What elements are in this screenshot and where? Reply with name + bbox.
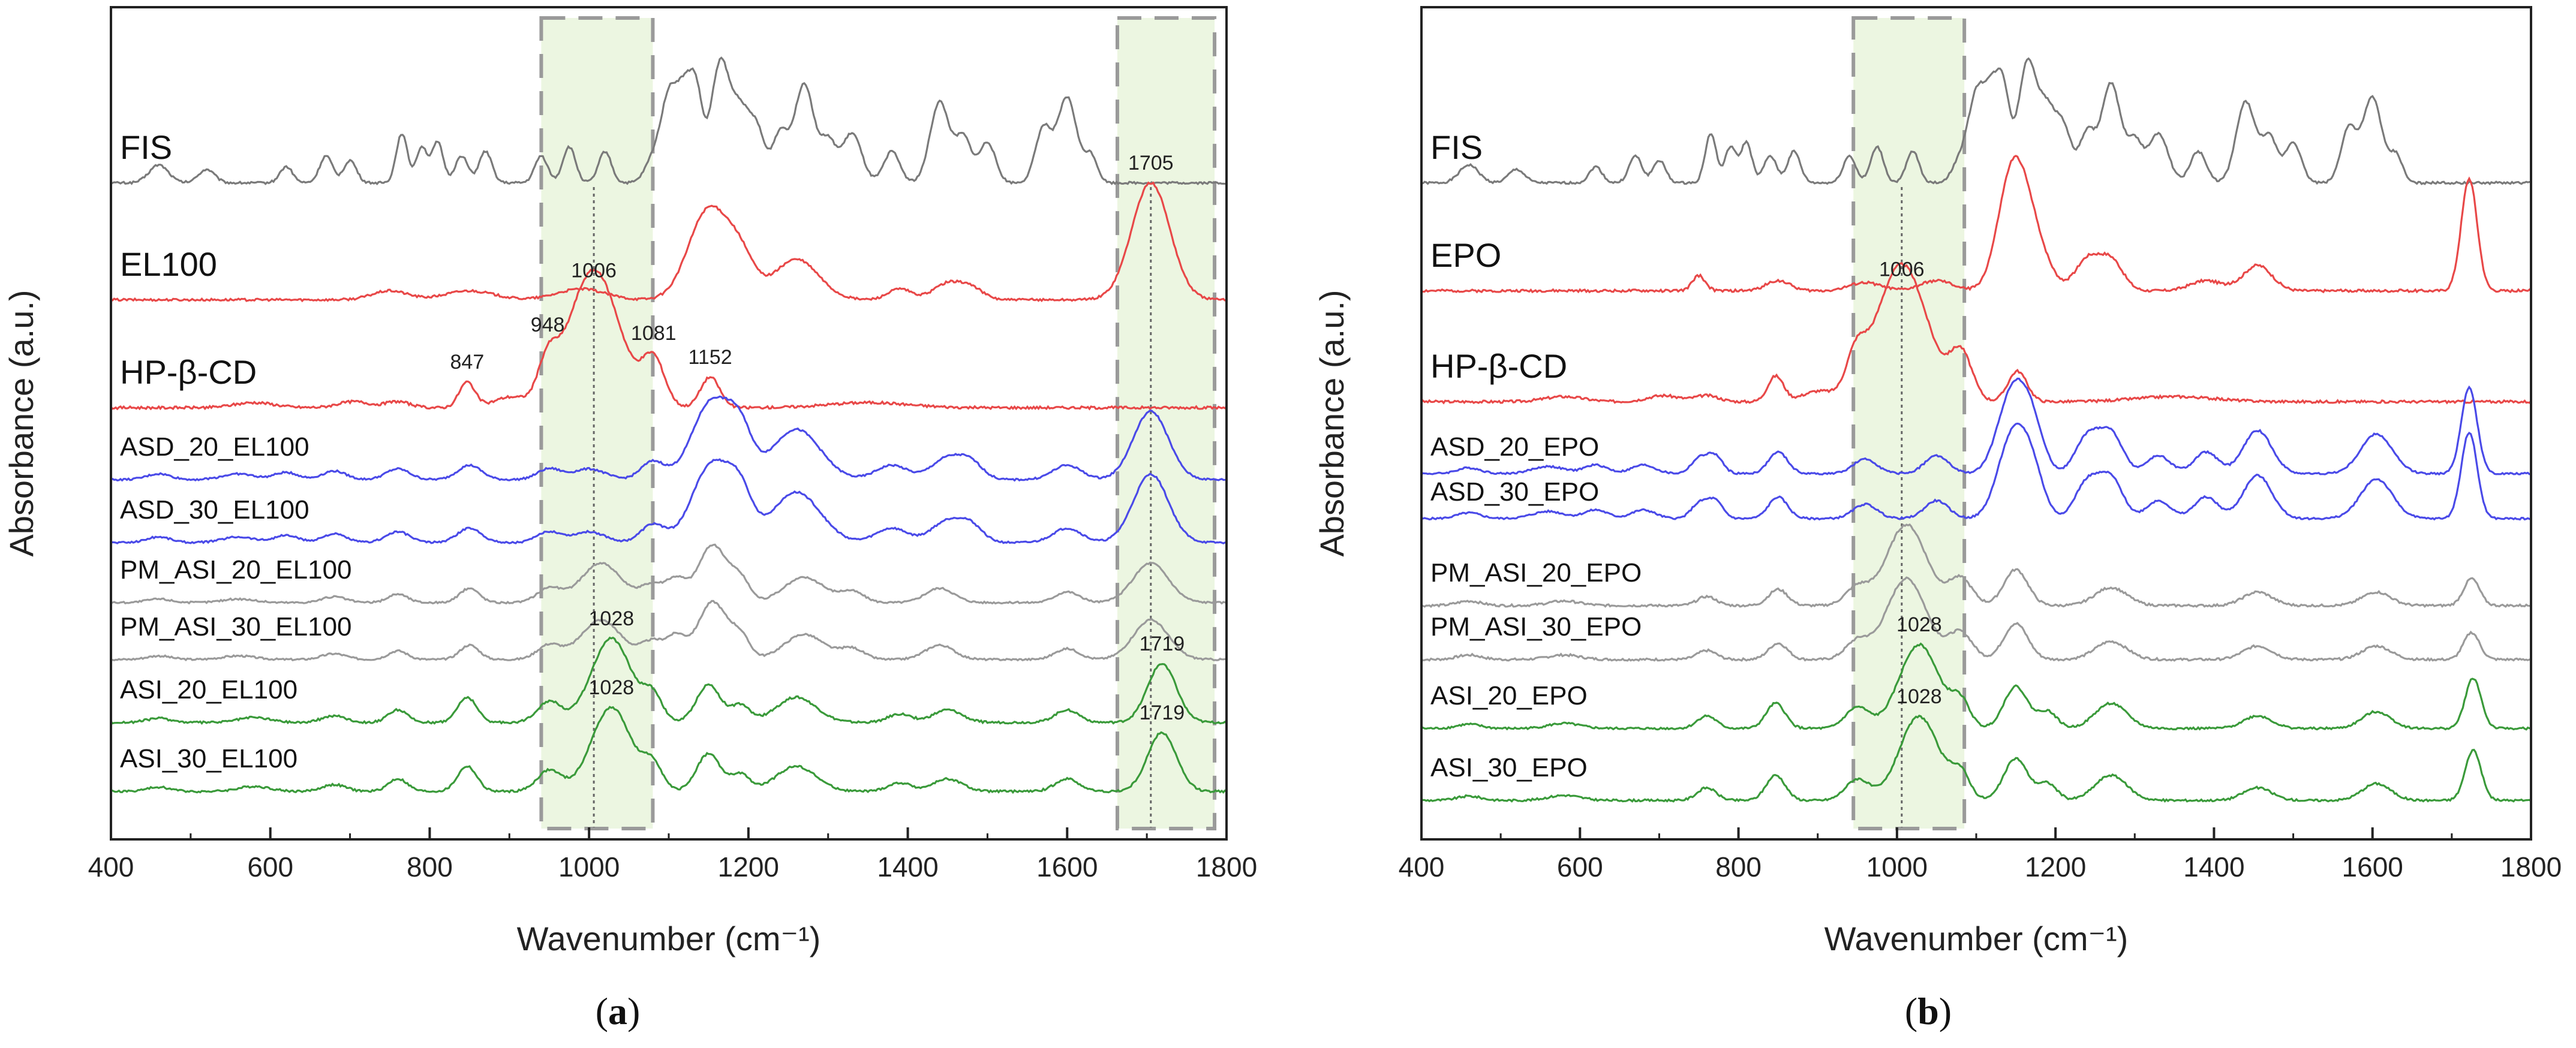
x-tick-label: 1600 [2342,851,2403,883]
peak-annotation: 1081 [631,322,677,345]
highlight-region [1851,16,1967,830]
peak-annotation: 1028 [1896,685,1942,708]
series-label: HP-β-CD [120,353,257,391]
series-line-EPO [1421,155,2532,294]
series-line-PM_ASI_20_EL100 [110,543,1227,605]
x-tick-label: 1800 [1196,851,1257,883]
x-tick-label: 1200 [718,851,779,883]
series-line-PM_ASI_30_EPO [1421,576,2532,662]
x-tick-label: 1400 [877,851,938,883]
x-tick-label: 400 [1399,851,1445,883]
peak-annotation: 1152 [689,346,732,369]
peak-annotation: 1006 [1879,258,1925,281]
highlight-region [1115,16,1217,830]
series-label: FIS [120,128,172,166]
series-line-EL100 [110,181,1227,303]
series-line-ASD_30_EPO [1421,422,2532,521]
series-label: ASI_20_EPO [1430,681,1588,710]
series-line-ASD_20_EPO [1421,377,2531,476]
peak-annotation: 1028 [1896,613,1942,636]
x-tick-label: 800 [407,851,453,883]
x-tick-label: 600 [1557,851,1603,883]
series-line-ASD_30_EL100 [110,458,1227,544]
panel-b: FIS EPO HP-β-CD ASD_20_EPO ASD_30_EPO PM_ASI_… [1313,6,2562,1032]
x-tick-label: 600 [247,851,293,883]
panel-label: (b) [1905,990,1952,1032]
series-label: PM_ASI_20_EL100 [120,555,352,585]
x-tick-label: 1800 [2500,851,2562,883]
series-line-ASI_20_EL100 [110,636,1228,725]
peak-annotation: 847 [450,351,485,374]
peak-annotation: 1028 [589,607,635,630]
series-line-FIS [1421,57,2532,186]
x-tick-label: 1600 [1036,851,1098,883]
series-label: ASD_20_EL100 [120,432,309,462]
series-line-ASD_20_EL100 [110,395,1227,482]
series-label: ASD_20_EPO [1430,432,1599,462]
x-tick-label: 1000 [558,851,620,883]
series-label: PM_ASI_20_EPO [1430,558,1642,588]
peak-annotation: 1719 [1140,633,1185,655]
series-line-ASI_30_EL100 [110,706,1227,794]
panel-a: FIS EL100 HP-β-CD ASD_20_EL100 ASD_30_EL100 P… [2,6,1257,1032]
series-label: PM_ASI_30_EPO [1430,612,1642,642]
series-label: EL100 [120,245,217,283]
x-axis-title: Wavenumber (cm⁻¹) [517,920,821,957]
x-tick-label: 1200 [2025,851,2086,883]
series-label: ASI_30_EL100 [120,744,297,773]
x-tick-label: 800 [1715,851,1762,883]
series-label: EPO [1430,236,1501,274]
series-label: ASD_30_EPO [1430,477,1599,507]
series-line-HP-β-CD [1420,261,2532,405]
plot-frame [1420,6,2532,841]
peak-annotation: 1705 [1128,152,1174,174]
peak-annotation: 948 [531,314,565,336]
series-label: ASD_30_EL100 [120,495,309,525]
series-label: HP-β-CD [1430,347,1567,385]
panel-label: (a) [596,990,641,1032]
series-label: ASI_30_EPO [1430,753,1588,782]
x-tick-label: 1000 [1866,851,1928,883]
series-line-PM_ASI_30_EL100 [110,600,1227,662]
series-line-ASI_20_EPO [1421,642,2532,731]
highlight-region [539,16,655,830]
x-tick-label: 1400 [2183,851,2244,883]
y-axis-title: Absorbance (a.u.) [2,290,40,556]
series-line-HP-β-CD [110,268,1228,411]
y-axis-title: Absorbance (a.u.) [1313,290,1351,556]
series-label: PM_ASI_30_EL100 [120,612,352,642]
x-tick-label: 400 [88,851,134,883]
peak-annotation: 1028 [589,676,635,699]
series-line-PM_ASI_20_EPO [1421,523,2532,609]
series-label: ASI_20_EL100 [120,675,297,704]
peak-annotation: 1719 [1140,701,1185,724]
x-axis-title: Wavenumber (cm⁻¹) [1824,920,2129,957]
series-line-ASI_30_EPO [1421,714,2532,803]
series-label: FIS [1430,128,1483,166]
series-line-FIS [110,56,1227,186]
peak-annotation: 1006 [571,259,617,282]
